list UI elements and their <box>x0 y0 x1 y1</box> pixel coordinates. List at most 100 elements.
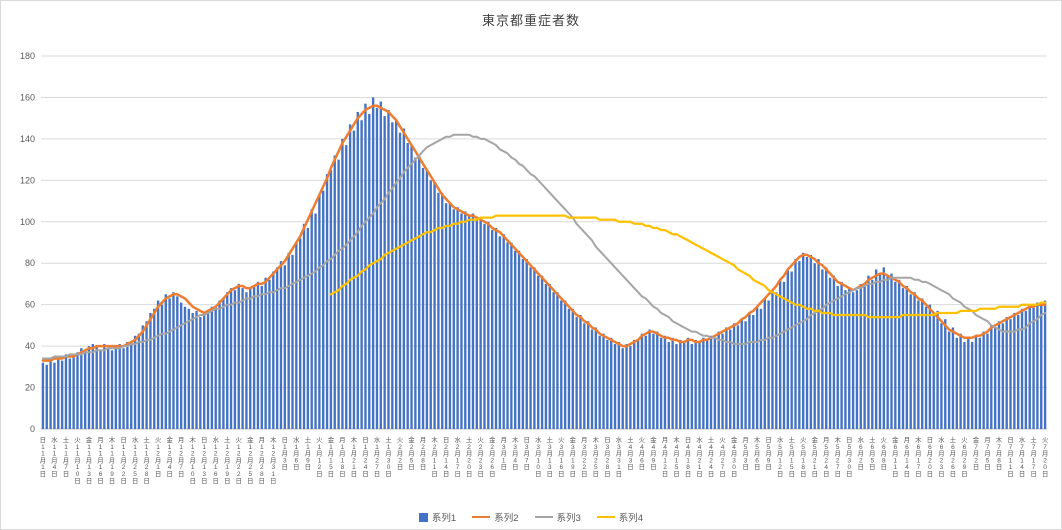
y-tick-label: 40 <box>25 341 35 351</box>
line-series-3 <box>41 133 1047 360</box>
chart-title: 東京都重症者数 <box>481 13 580 28</box>
y-tick-label: 120 <box>20 175 35 185</box>
line-series-2 <box>41 104 1047 362</box>
legend-bar-swatch-1 <box>418 512 428 522</box>
legend-line-swatch-3 <box>534 515 553 519</box>
legend-line-swatch-4 <box>596 515 615 519</box>
y-tick-label: 160 <box>20 92 35 102</box>
y-tick-label: 140 <box>20 134 35 144</box>
y-tick-label: 180 <box>20 51 35 61</box>
legend-label-3: 系列3 <box>556 513 581 524</box>
x-axis-labels: 日 1 1 月 1 日水 1 1 月 4 日土 1 1 月 7 日火 1 1 月 1 0 日金 1 1 月 1 3 日月 1 1 月 1 6 日木… <box>40 435 1049 485</box>
legend-item-4: 系列4 <box>596 510 644 524</box>
line-series-4 <box>329 214 1047 319</box>
legend-item-3: 系列3 <box>534 510 581 524</box>
legend-label-2: 系列2 <box>494 513 519 524</box>
legend: 系列1 系列2 系列3 系列4 <box>1 510 1061 524</box>
y-tick-label: 60 <box>25 300 35 310</box>
y-tick-label: 80 <box>25 258 35 268</box>
legend-label-1: 系列1 <box>431 513 457 524</box>
legend-item-1: 系列1 <box>418 510 457 524</box>
legend-line-swatch-2 <box>472 515 491 519</box>
y-tick-label: 100 <box>20 217 35 227</box>
legend-label-4: 系列4 <box>618 513 644 524</box>
y-tick-label: 20 <box>25 383 35 393</box>
